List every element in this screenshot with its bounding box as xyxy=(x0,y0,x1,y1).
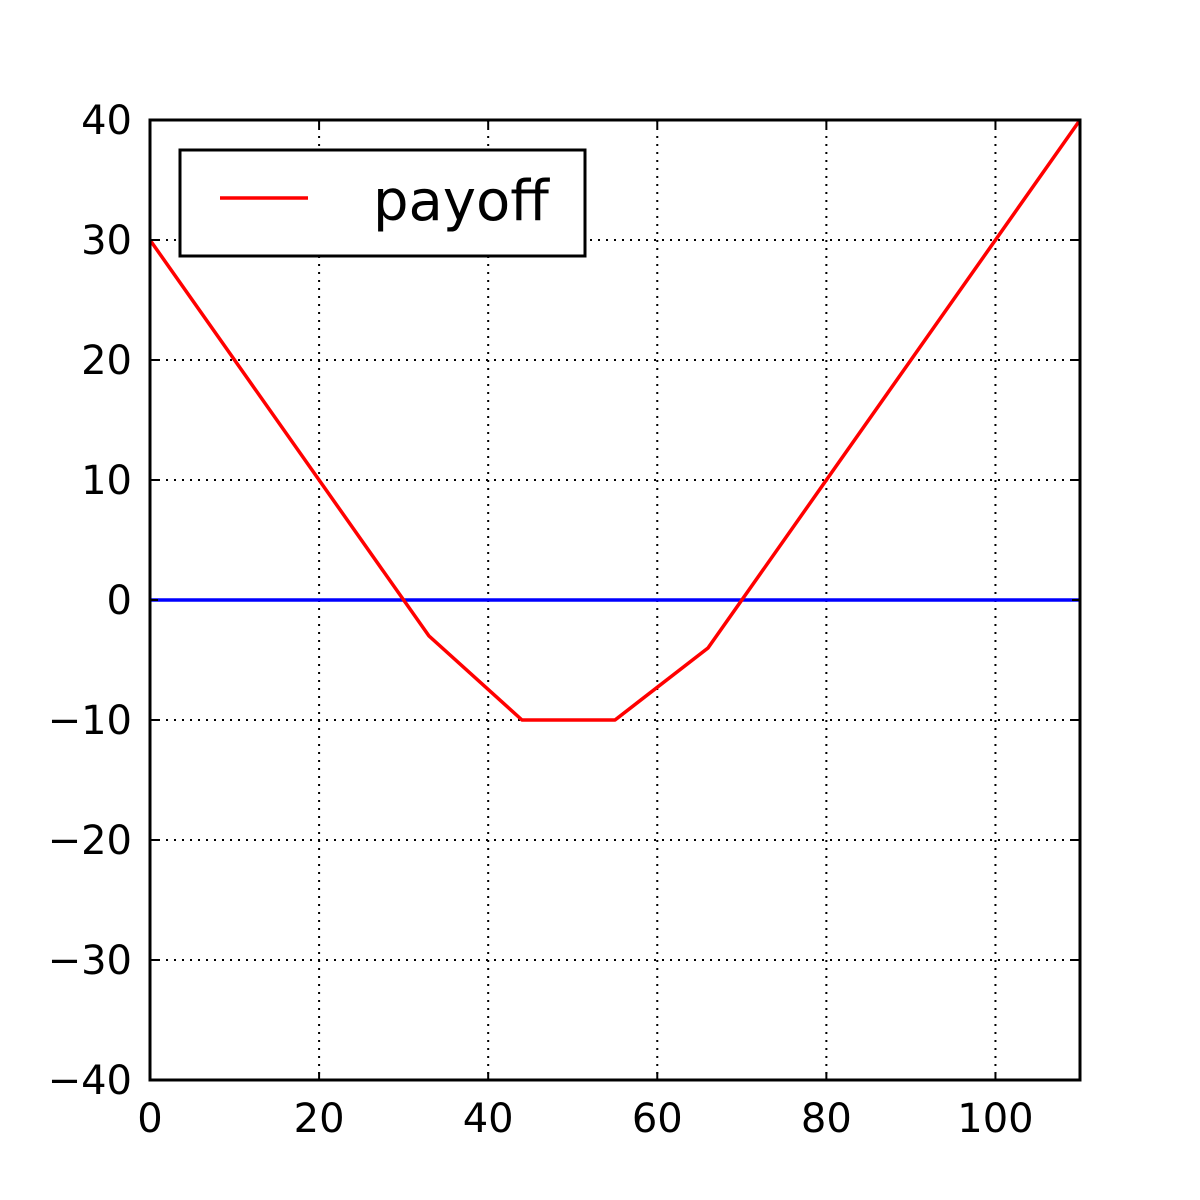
legend: payoff xyxy=(178,148,587,258)
y-tick-label: 30 xyxy=(81,218,132,264)
x-tick-label: 0 xyxy=(137,1096,162,1142)
y-tick-label: 10 xyxy=(81,458,132,504)
x-tick-label: 60 xyxy=(632,1096,683,1142)
y-tick-label: −10 xyxy=(48,698,132,744)
y-tick-label: −30 xyxy=(48,938,132,984)
legend-box xyxy=(178,148,587,258)
legend-label-payoff: payoff xyxy=(373,169,550,234)
y-tick-label: 0 xyxy=(107,578,132,624)
y-axis-tick-labels: 40 30 20 10 0 −10 −20 −30 −40 xyxy=(48,98,132,1104)
x-axis-tick-labels: 0 20 40 60 80 100 xyxy=(137,1096,1033,1142)
y-tick-label: 20 xyxy=(81,338,132,384)
x-tick-label: 100 xyxy=(957,1096,1033,1142)
plot-lines xyxy=(148,118,1082,722)
y-tick-label: −40 xyxy=(48,1058,132,1104)
y-tick-label: 40 xyxy=(81,98,132,144)
axis-ticks xyxy=(149,119,1080,1081)
series-line-payoff xyxy=(148,118,1082,722)
x-tick-label: 20 xyxy=(294,1096,345,1142)
y-tick-label: −20 xyxy=(48,818,132,864)
x-tick-label: 40 xyxy=(463,1096,514,1142)
x-tick-label: 80 xyxy=(801,1096,852,1142)
